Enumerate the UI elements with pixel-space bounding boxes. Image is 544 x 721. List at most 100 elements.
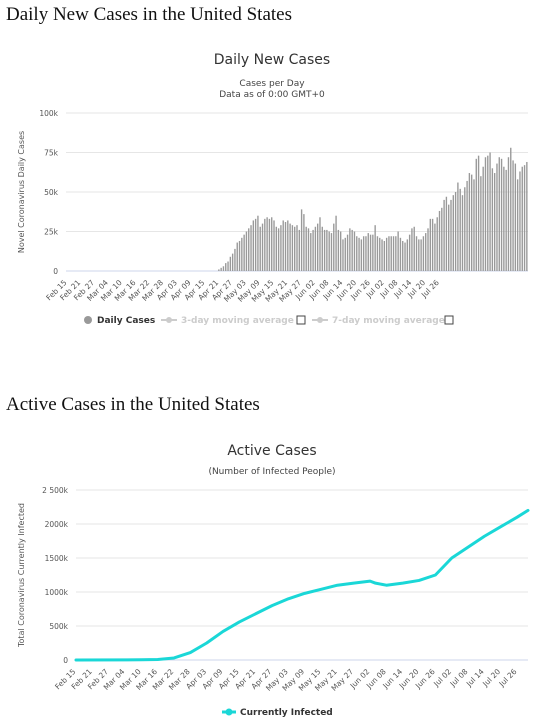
bar [234, 248, 236, 271]
bar [367, 233, 369, 271]
y-tick-label: 25k [44, 228, 59, 237]
bar [503, 166, 505, 271]
bar [454, 192, 457, 271]
bar [362, 236, 365, 271]
chart-title: Active Cases [227, 443, 316, 459]
bar [473, 179, 475, 271]
bar [298, 229, 300, 271]
bar [296, 225, 298, 271]
bar [372, 234, 374, 271]
bar [521, 166, 523, 271]
bar [243, 234, 245, 271]
bar [390, 236, 392, 271]
bar [436, 217, 438, 271]
y-tick-label: 500k [49, 622, 68, 631]
legend-3day-checkbox [296, 315, 306, 325]
bar [402, 240, 404, 271]
series-line-currently-infected [74, 508, 530, 662]
bar [464, 187, 466, 271]
bar [264, 218, 266, 271]
y-tick-label: 1000k [45, 588, 69, 597]
bar [358, 237, 360, 271]
bar [397, 231, 399, 271]
bar [431, 218, 434, 271]
bar [519, 171, 521, 271]
bar [284, 222, 287, 271]
bar [379, 237, 381, 271]
bar [241, 237, 243, 271]
bar [342, 239, 344, 271]
bar [346, 234, 349, 271]
bar [510, 147, 512, 271]
legend-currently-infected: Currently Infected [240, 708, 333, 718]
bar [381, 239, 383, 271]
bar [245, 231, 248, 271]
bar [514, 163, 517, 271]
legend-7day-label: 7-day moving average [332, 316, 445, 326]
legend-7day-marker [317, 317, 323, 323]
bar [452, 195, 454, 271]
bar [448, 204, 450, 271]
legend-currently-infected-marker [225, 708, 233, 716]
bar [461, 195, 464, 271]
bar [280, 225, 282, 271]
bar [326, 229, 328, 271]
bar [415, 236, 418, 271]
bar [484, 157, 487, 271]
bar [466, 180, 468, 271]
bar [365, 236, 367, 271]
bar [445, 196, 448, 271]
bar [459, 188, 461, 271]
bar [333, 223, 335, 271]
bar [259, 226, 261, 271]
y-axis-label: Novel Coronavirus Daily Cases [17, 131, 26, 253]
bar [425, 233, 427, 271]
chart-subtitle-date: Data as of 0:00 GMT+0 [219, 90, 325, 100]
bar [388, 236, 390, 271]
bar [487, 155, 489, 271]
bar [477, 155, 480, 271]
legend-7day-checkbox [444, 315, 454, 325]
y-tick-label: 1500k [45, 554, 69, 563]
bar [418, 239, 420, 271]
bar [323, 229, 326, 271]
bar [319, 217, 321, 271]
x-tick-label: Jul 02 [431, 667, 453, 689]
bar [470, 174, 473, 271]
chart-subtitle: Cases per Day [239, 79, 305, 89]
bar [383, 240, 386, 271]
bar [353, 231, 356, 271]
bar [266, 217, 268, 271]
x-tick-label: Jul 20 [480, 667, 502, 689]
x-tick-label: Jul 14 [464, 667, 486, 689]
bar [420, 239, 422, 271]
bar [523, 165, 526, 271]
bar [238, 240, 241, 271]
bar [231, 253, 234, 271]
bar [392, 236, 395, 271]
bar [441, 207, 443, 271]
bar [493, 173, 496, 271]
bar [303, 214, 305, 271]
bar [468, 173, 471, 271]
bar [316, 223, 319, 271]
bar [291, 225, 294, 271]
bar [399, 237, 402, 271]
bar [411, 228, 413, 271]
bar [257, 215, 259, 271]
bar [273, 220, 275, 271]
bar [496, 163, 498, 271]
active-cases-heading: Active Cases in the United States [6, 394, 260, 415]
bar [360, 239, 363, 271]
y-tick-label: 2000k [45, 520, 69, 529]
bar [275, 226, 278, 271]
bar [252, 220, 255, 271]
bar [277, 228, 280, 271]
bar [475, 158, 477, 271]
daily-cases-heading: Daily New Cases in the United States [6, 4, 293, 25]
x-tick-label: Jul 26 [497, 667, 519, 689]
bar [328, 231, 330, 271]
y-axis-label: Total Coronavirus Currently Infected [17, 503, 26, 648]
bar [369, 234, 372, 271]
